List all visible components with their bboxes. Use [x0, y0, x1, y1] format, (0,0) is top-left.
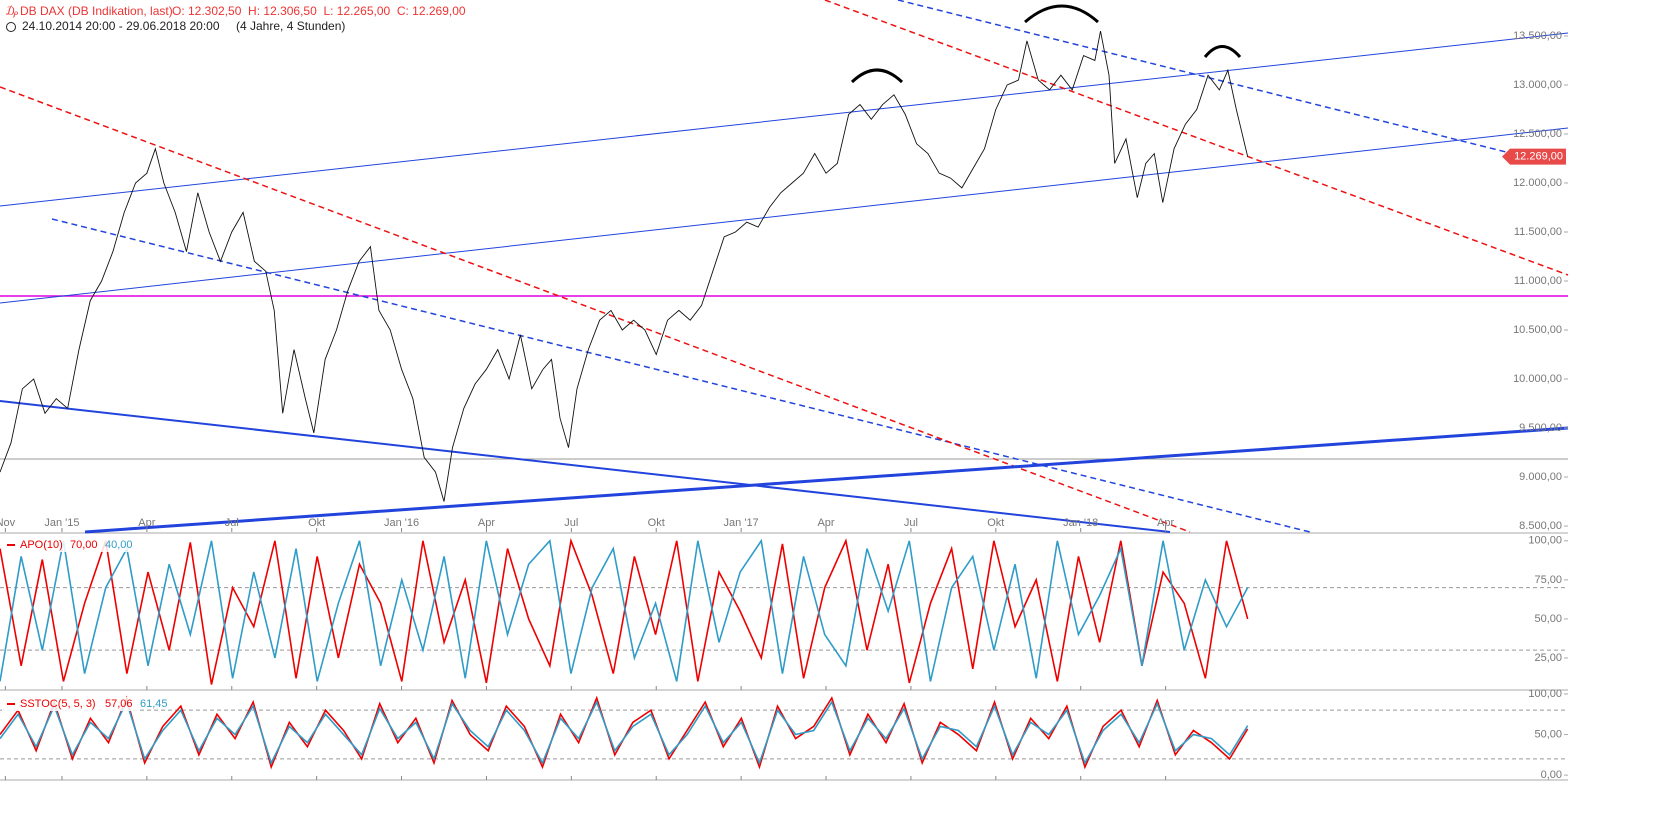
x-tick-label: Nov: [0, 517, 16, 529]
instrument: DB DAX (DB Indikation, last): [20, 4, 173, 18]
x-tick-label: Okt: [308, 517, 325, 529]
price-line: [0, 538, 1249, 682]
channel-line: [0, 32, 1569, 207]
x-tick-label: Apr: [138, 517, 155, 529]
y-tick-label: 75,00: [1534, 574, 1562, 586]
legend-swatch: [7, 703, 15, 705]
dashed-trendline: [0, 86, 1191, 533]
x-tick-label: Jan '16: [384, 517, 419, 529]
y-tick-label: 100,00: [1528, 535, 1562, 547]
y-tick-label: 9.500,00: [1519, 422, 1562, 434]
last-price-marker: [1502, 148, 1566, 165]
y-tick-label: 50,00: [1534, 613, 1562, 625]
dashed-trendline: [824, 0, 1569, 276]
clock-icon: [6, 22, 16, 32]
legend-swatch: [7, 544, 15, 546]
legend-bg: [2, 538, 140, 552]
price-line: [0, 695, 1249, 770]
x-tick-label: Jan '15: [44, 517, 79, 529]
trendlines: [0, 0, 1569, 534]
arc: [1024, 4, 1099, 24]
y-tick-label: 11.000,00: [1514, 275, 1562, 287]
price-line: [0, 699, 1249, 766]
arc: [850, 68, 904, 84]
price-line: [0, 537, 1249, 685]
x-tick-label: Okt: [987, 517, 1004, 529]
header-icon: ₯: [6, 4, 18, 18]
y-tick-label: 0,00: [1541, 769, 1562, 781]
y-tick-label: 13.500,00: [1513, 30, 1562, 42]
legend-value: 40,00: [105, 539, 133, 551]
x-tick-label: Jul: [225, 517, 239, 529]
y-tick-label: 12.500,00: [1513, 128, 1562, 140]
legend-name: SSTOC(5, 5, 3): [20, 698, 96, 710]
legend-bg: [2, 697, 140, 711]
price-line: [0, 30, 1249, 502]
x-tick-label: Jan '18: [1063, 517, 1098, 529]
y-tick-label: 13.000,00: [1513, 79, 1562, 91]
legend-value: 70,00: [70, 539, 98, 551]
channel-line: [0, 127, 1569, 304]
trendline: [84, 426, 1569, 534]
legend-value: 61,45: [140, 698, 168, 710]
legend-name: APO(10): [20, 539, 63, 551]
legend-value: 57,06: [105, 698, 133, 710]
y-tick-label: 10.000,00: [1513, 373, 1562, 385]
x-tick-label: Apr: [817, 517, 834, 529]
y-tick-label: 11.500,00: [1514, 226, 1562, 238]
date-span: (4 Jahre, 4 Stunden): [236, 19, 345, 33]
y-tick-label: 9.000,00: [1519, 471, 1562, 483]
y-tick-label: 25,00: [1534, 652, 1562, 664]
x-tick-label: Jan '17: [724, 517, 759, 529]
y-tick-label: 12.000,00: [1513, 177, 1562, 189]
x-tick-label: Apr: [478, 517, 495, 529]
x-tick-label: Jul: [904, 517, 918, 529]
y-tick-label: 100,00: [1528, 688, 1562, 700]
header-bg: [0, 0, 470, 36]
dashed-trendline: [51, 218, 1311, 533]
ohlc: O: 12.302,50 H: 12.306,50 L: 12.265,00 C…: [172, 4, 466, 18]
last-price-label: 12.269,00: [1514, 151, 1563, 163]
trendline: [0, 400, 1171, 533]
x-tick-label: Okt: [648, 517, 665, 529]
y-tick-label: 8.500,00: [1519, 520, 1562, 532]
x-tick-label: Apr: [1157, 517, 1174, 529]
arc: [1203, 45, 1242, 59]
date-range: 24.10.2014 20:00 - 29.06.2018 20:00: [22, 19, 220, 33]
dashed-trendline: [897, 0, 1511, 154]
y-tick-label: 10.500,00: [1513, 324, 1562, 336]
y-tick-label: 50,00: [1534, 728, 1562, 740]
x-tick-label: Jul: [564, 517, 578, 529]
